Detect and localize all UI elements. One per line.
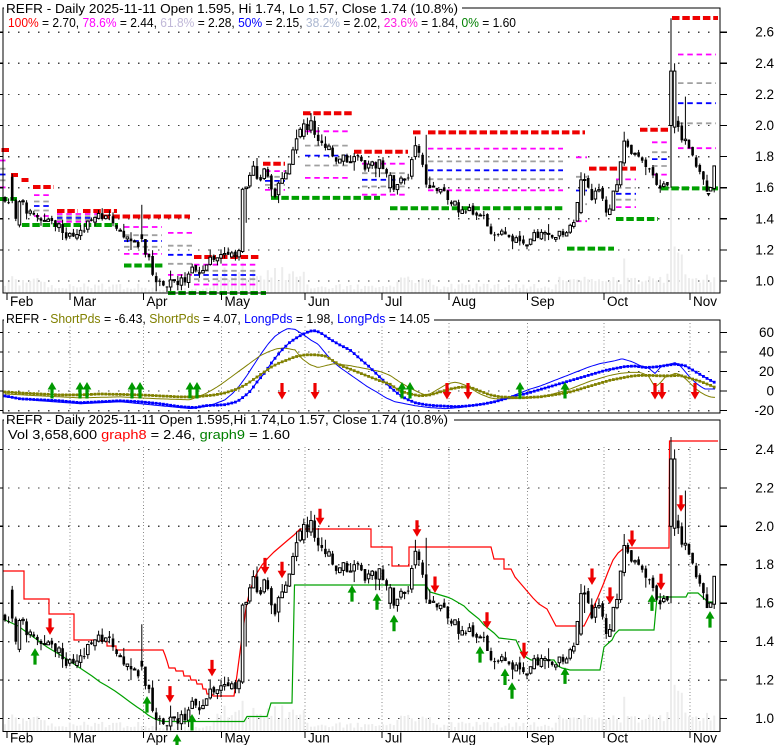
svg-text:Jul: Jul (385, 294, 402, 309)
svg-text:Oct: Oct (607, 731, 628, 746)
svg-text:Jun: Jun (308, 731, 330, 746)
svg-text:2.0: 2.0 (755, 118, 774, 133)
svg-text:2.2: 2.2 (755, 480, 774, 495)
svg-text:0: 0 (766, 384, 774, 399)
svg-text:Vol 3,658,600 graph8 = 2.46, g: Vol 3,658,600 graph8 = 2.46, graph9 = 1.… (8, 427, 290, 442)
svg-text:1.6: 1.6 (755, 596, 774, 611)
svg-text:1.8: 1.8 (755, 557, 774, 572)
svg-text:2.4: 2.4 (755, 56, 774, 71)
svg-text:40: 40 (759, 344, 774, 359)
svg-text:1.0: 1.0 (755, 711, 774, 726)
svg-text:Aug: Aug (452, 731, 476, 746)
svg-text:Sep: Sep (531, 294, 555, 309)
svg-text:1.8: 1.8 (755, 149, 774, 164)
svg-text:2.0: 2.0 (755, 519, 774, 534)
svg-text:Nov: Nov (693, 294, 717, 309)
svg-text:Sep: Sep (531, 731, 555, 746)
svg-text:1.0: 1.0 (755, 274, 774, 289)
svg-text:60: 60 (759, 325, 774, 340)
svg-text:Jun: Jun (308, 294, 330, 309)
svg-text:-20: -20 (754, 403, 774, 418)
svg-text:100% = 2.70, 78.6% = 2.44, 61.: 100% = 2.70, 78.6% = 2.44, 61.8% = 2.28,… (8, 15, 516, 30)
svg-text:Oct: Oct (607, 294, 628, 309)
svg-text:Aug: Aug (452, 294, 476, 309)
svg-text:1.2: 1.2 (755, 673, 774, 688)
svg-text:Apr: Apr (147, 294, 169, 309)
svg-text:20: 20 (759, 364, 774, 379)
svg-text:May: May (225, 294, 251, 309)
svg-text:Jul: Jul (385, 731, 402, 746)
svg-text:1.6: 1.6 (755, 180, 774, 195)
svg-text:Nov: Nov (693, 731, 717, 746)
svg-text:1.4: 1.4 (755, 211, 774, 226)
svg-text:2.6: 2.6 (755, 25, 774, 40)
svg-text:2.4: 2.4 (755, 442, 774, 457)
svg-text:REFR - Daily 2025-11-11 Open 1: REFR - Daily 2025-11-11 Open 1.595,Hi 1.… (6, 412, 448, 427)
svg-text:1.2: 1.2 (755, 242, 774, 257)
svg-text:Mar: Mar (73, 731, 97, 746)
svg-text:May: May (225, 731, 251, 746)
svg-text:Mar: Mar (73, 294, 97, 309)
svg-text:1.4: 1.4 (755, 634, 774, 649)
svg-text:2.2: 2.2 (755, 87, 774, 102)
svg-text:Feb: Feb (10, 731, 33, 746)
svg-text:Feb: Feb (10, 294, 33, 309)
svg-text:REFR - Daily 2025-11-11 Open 1: REFR - Daily 2025-11-11 Open 1.595, Hi 1… (6, 1, 458, 16)
svg-text:REFR - ShortPds = -6.43, Short: REFR - ShortPds = -6.43, ShortPds = 4.07… (6, 311, 430, 326)
svg-text:Apr: Apr (147, 731, 169, 746)
